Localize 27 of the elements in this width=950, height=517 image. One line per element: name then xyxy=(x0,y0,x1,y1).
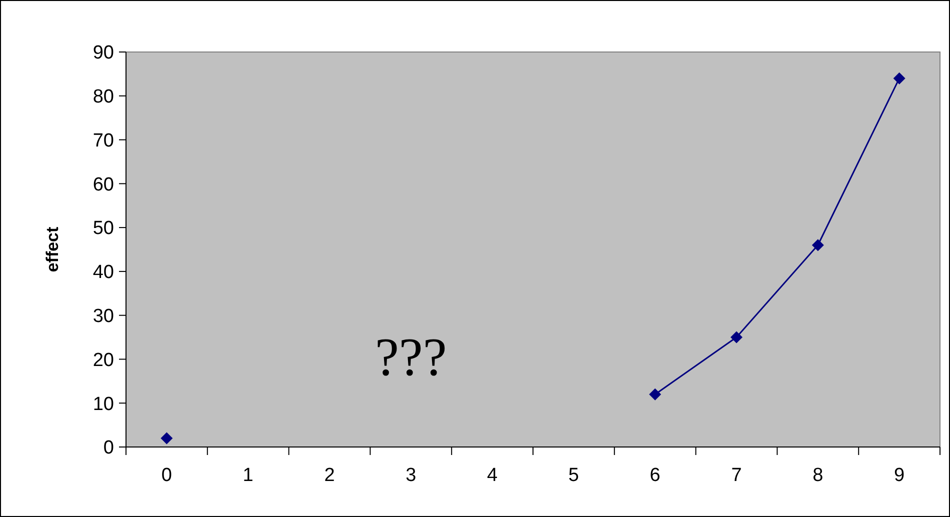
point xyxy=(730,331,742,344)
point xyxy=(893,72,906,84)
x-tick-label: 9 xyxy=(894,465,905,486)
y-tick-label: 30 xyxy=(92,306,114,327)
point xyxy=(160,432,173,444)
point xyxy=(812,239,824,252)
x-tick-label: 3 xyxy=(406,465,416,486)
y-tick-label: 10 xyxy=(92,394,114,415)
x-tick-label: 8 xyxy=(812,465,824,486)
x-tick-label: 4 xyxy=(487,465,498,486)
y-tick-label: 90 xyxy=(92,42,114,64)
y-tick-label: 60 xyxy=(92,174,114,196)
x-tick-label: 5 xyxy=(568,465,579,486)
annotation: ??? xyxy=(374,327,447,387)
y-axis-title: effect xyxy=(43,226,62,272)
x-tick-label: 2 xyxy=(324,465,335,486)
y-tick-label: 20 xyxy=(92,350,114,371)
y-tick-label: 80 xyxy=(92,86,114,108)
x-tick-label: 0 xyxy=(161,465,172,486)
y-tick-label: 40 xyxy=(92,262,114,284)
point xyxy=(649,388,662,400)
y-tick-label: 70 xyxy=(92,130,114,152)
x-tick-label: 6 xyxy=(650,465,660,486)
y-tick-label: 0 xyxy=(103,438,114,459)
y-tick-label: 50 xyxy=(92,218,114,240)
x-tick-label: 1 xyxy=(242,465,254,486)
x-tick-label: 7 xyxy=(731,465,742,486)
